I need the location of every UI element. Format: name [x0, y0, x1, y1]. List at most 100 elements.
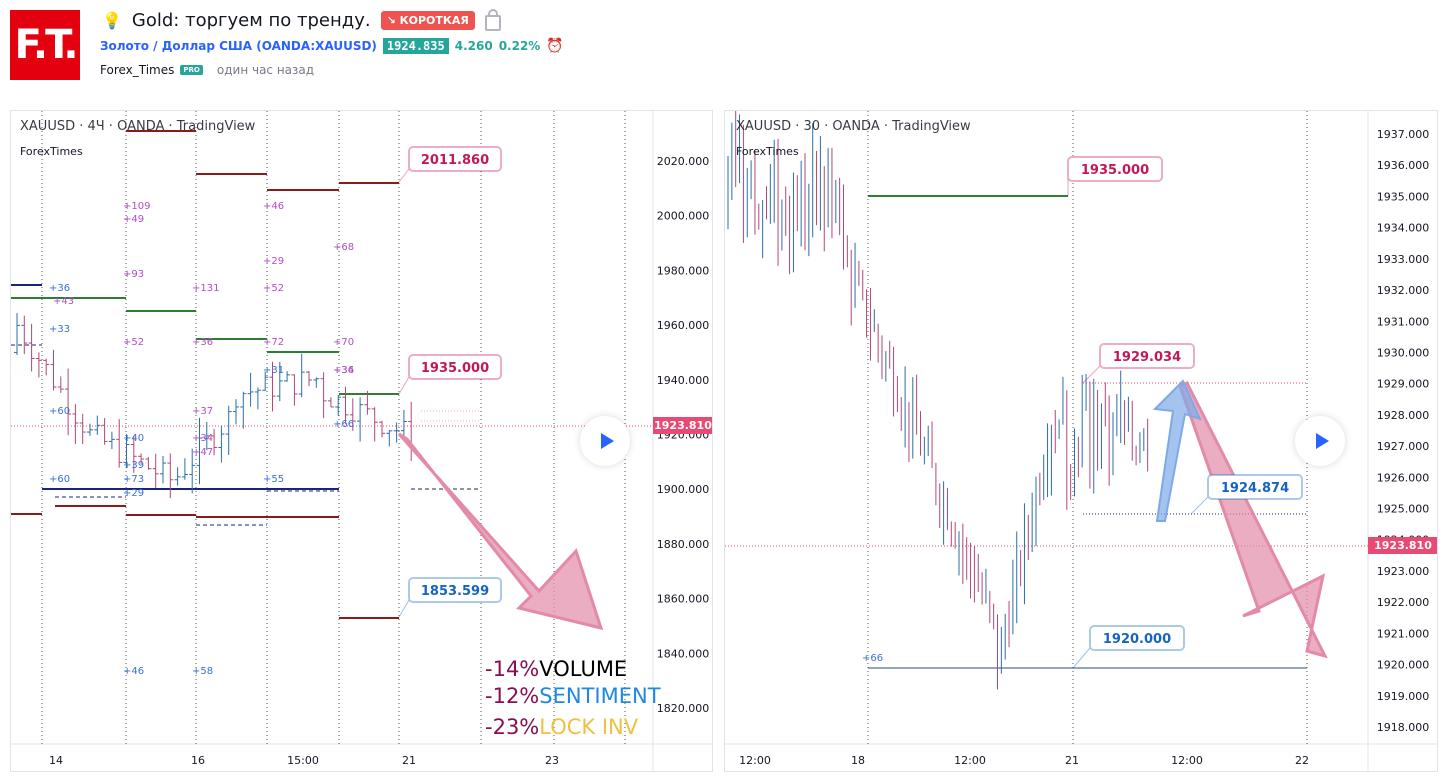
annotation-blue: +33: [49, 324, 70, 335]
callout-tail: [398, 599, 410, 618]
idea-title: Gold: торгуем по тренду.: [131, 10, 371, 31]
annotation-blue: +66: [862, 653, 883, 664]
callout-tail: [1072, 647, 1091, 669]
price-tick: 1936.000: [1377, 159, 1430, 172]
annotation-purple: +109: [123, 201, 150, 212]
price-tick: 1980.000: [657, 264, 710, 277]
price-tick: 1931.000: [1377, 315, 1430, 328]
annotation-purple: +47: [192, 447, 213, 458]
legend-label: SENTIMENT: [539, 684, 661, 708]
annotation-purple: +131: [192, 283, 219, 294]
chart-right-canvas[interactable]: 1937.000 1936.000 1935.000 1934.000 1933.000…: [725, 111, 1438, 772]
chart-left[interactable]: 2020.000 2000.000 1980.000 1960.000 1940.000…: [10, 110, 713, 772]
price-tick: 2020.000: [657, 155, 710, 168]
chart-right-watermark: XAUUSD · 30 · OANDA · TradingView: [736, 119, 971, 134]
annotation-blue: +73: [123, 474, 144, 485]
callout-box: [408, 577, 502, 603]
callout-tail: [1190, 496, 1209, 515]
price-tick: 1860.000: [657, 593, 710, 606]
legend-pct: -14%: [485, 657, 540, 681]
current-price-label: 1923.810: [654, 419, 712, 432]
bulb-icon: 💡: [102, 11, 122, 30]
annotation-blue: +39: [123, 460, 144, 471]
logo[interactable]: F.T.: [10, 10, 80, 80]
annotation-purple: +43: [53, 296, 74, 307]
time-tick: 21: [402, 754, 416, 767]
time-tick: 12:00: [1171, 754, 1203, 767]
price-tick: 1923.000: [1377, 565, 1430, 578]
symbol-row: Золото / Доллар США (OANDA:XAUUSD) 1924.…: [100, 38, 564, 54]
annotation-blue: +29: [123, 488, 144, 499]
direction-badge: ↘ КОРОТКАЯ: [380, 11, 475, 30]
callout-label: 1853.599: [421, 584, 489, 599]
annotation-purple: +34: [333, 365, 354, 376]
price-tick: 1934.000: [1377, 222, 1430, 235]
callout-box: [408, 354, 502, 380]
annotation-purple: +52: [123, 337, 144, 348]
legend-pct: -23%: [485, 715, 540, 739]
legend-item: -14%VOLUME: [485, 656, 661, 683]
time-tick: 21: [1065, 754, 1079, 767]
price-tick: 1927.000: [1377, 440, 1430, 453]
annotation-purple: +68: [333, 242, 354, 253]
price-tick: 1918.000: [1377, 721, 1430, 734]
price-tick: 1922.000: [1377, 596, 1430, 609]
price-tick: 1937.000: [1377, 128, 1430, 141]
price-tick: 2000.000: [657, 210, 710, 223]
alarm-add-icon[interactable]: ⏰: [546, 38, 564, 54]
price-tick: 1932.000: [1377, 284, 1430, 297]
time-tick: 18: [851, 754, 865, 767]
callout-label: 1935.000: [1081, 163, 1149, 178]
published-time: один час назад: [216, 63, 315, 77]
legend-pct: -12%: [485, 684, 540, 708]
chart-left-sub-watermark: ForexTimes: [20, 145, 83, 158]
annotation-blue: +55: [263, 474, 284, 485]
price-change: 4.260: [454, 39, 493, 53]
current-price-tag: [1368, 537, 1437, 554]
chart-left-canvas[interactable]: 2020.000 2000.000 1980.000 1960.000 1940.000…: [11, 111, 713, 772]
annotation-purple: +46: [263, 201, 284, 212]
annotation-purple: +37: [192, 406, 213, 417]
legend-item: -23%LOCK INV: [485, 714, 661, 741]
current-price-tag: [653, 417, 712, 434]
trend-arrow-up: [1152, 379, 1202, 522]
time-tick: 12:00: [739, 754, 771, 767]
price-tick: 1930.000: [1377, 346, 1430, 359]
price-tick: 1820.000: [657, 702, 710, 715]
chart-right[interactable]: 1937.000 1936.000 1935.000 1934.000 1933.000…: [724, 110, 1438, 772]
play-button[interactable]: [1295, 416, 1345, 466]
annotation-purple: +52: [263, 283, 284, 294]
author-row: Forex_Times PRO один час назад: [100, 63, 314, 77]
current-price-label: 1923.810: [1374, 539, 1432, 552]
trend-arrow-down: [1178, 381, 1328, 659]
chart-left-legend: -14%VOLUME -12%SENTIMENT -23%LOCK INV: [485, 656, 661, 741]
annotation-purple: +70: [333, 337, 354, 348]
price-tick: 1960.000: [657, 319, 710, 332]
callout-box: [1089, 625, 1185, 651]
time-tick: 23: [545, 754, 559, 767]
price-tick: 1920.000: [1377, 659, 1430, 672]
callout-label: 1935.000: [421, 361, 489, 376]
price-tick: 1921.000: [1377, 627, 1430, 640]
price-change-pct: 0.22%: [498, 39, 541, 53]
symbol-link[interactable]: Золото / Доллар США (OANDA:XAUUSD): [100, 39, 377, 53]
price-tick: 1926.000: [1377, 471, 1430, 484]
annotation-blue: +40: [123, 433, 144, 444]
chart-right-sub-watermark: ForexTimes: [736, 145, 799, 158]
annotation-purple: +49: [123, 214, 144, 225]
lock-icon: [484, 8, 501, 31]
author-name[interactable]: Forex_Times: [100, 63, 175, 77]
annotation-blue: +58: [192, 666, 213, 677]
price-tick: 1900.000: [657, 483, 710, 496]
annotation-blue: +60: [49, 474, 70, 485]
price-tick: 1919.000: [1377, 690, 1430, 703]
price-tick: 1940.000: [657, 374, 710, 387]
annotation-purple: +36: [333, 365, 354, 376]
time-tick: 12:00: [954, 754, 986, 767]
callout-label: 1924.874: [1221, 481, 1289, 496]
chart-left-watermark: XAUUSD · 4Ч · OANDA · TradingView: [20, 119, 256, 134]
play-button[interactable]: [580, 416, 630, 466]
time-tick: 15:00: [287, 754, 319, 767]
annotation-purple: +72: [263, 337, 284, 348]
time-tick: 22: [1295, 754, 1309, 767]
